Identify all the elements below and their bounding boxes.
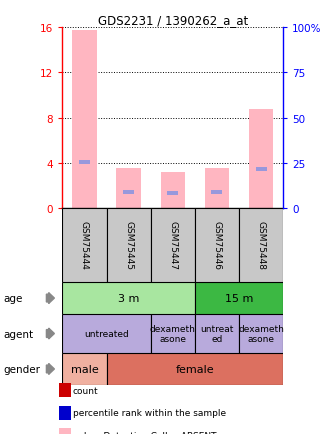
Bar <box>116 169 141 208</box>
Bar <box>195 315 239 353</box>
Bar <box>107 353 283 385</box>
Bar <box>212 191 222 195</box>
Text: agent: agent <box>3 329 33 339</box>
Bar <box>205 169 229 208</box>
Text: GSM75444: GSM75444 <box>80 221 89 270</box>
Bar <box>62 353 107 385</box>
Bar <box>195 208 239 282</box>
Bar <box>256 167 267 171</box>
Text: percentile rank within the sample: percentile rank within the sample <box>73 408 226 417</box>
Text: untreated: untreated <box>84 329 129 338</box>
Bar <box>239 208 283 282</box>
Text: female: female <box>176 364 214 374</box>
Title: GDS2231 / 1390262_a_at: GDS2231 / 1390262_a_at <box>98 14 248 27</box>
Text: GSM75446: GSM75446 <box>212 221 221 270</box>
Bar <box>151 208 195 282</box>
Bar <box>239 315 283 353</box>
Text: 15 m: 15 m <box>225 293 253 303</box>
Text: GSM75448: GSM75448 <box>257 221 266 270</box>
Text: gender: gender <box>3 364 40 374</box>
Text: age: age <box>3 293 23 303</box>
Text: value, Detection Call = ABSENT: value, Detection Call = ABSENT <box>73 431 216 434</box>
Bar <box>151 315 195 353</box>
Text: GSM75447: GSM75447 <box>168 221 177 270</box>
Bar <box>195 282 283 315</box>
Bar <box>62 208 107 282</box>
Bar <box>62 282 195 315</box>
Bar <box>107 208 151 282</box>
Bar <box>167 192 178 196</box>
Bar <box>62 315 151 353</box>
Text: untreat
ed: untreat ed <box>200 324 234 343</box>
Text: 3 m: 3 m <box>118 293 139 303</box>
Bar <box>161 172 185 208</box>
Bar <box>123 191 134 195</box>
Text: male: male <box>71 364 98 374</box>
Text: dexameth
asone: dexameth asone <box>238 324 284 343</box>
Text: dexameth
asone: dexameth asone <box>150 324 196 343</box>
Bar <box>72 30 97 208</box>
Text: count: count <box>73 386 98 395</box>
Text: GSM75445: GSM75445 <box>124 221 133 270</box>
Bar <box>79 161 90 164</box>
Bar <box>249 109 273 208</box>
